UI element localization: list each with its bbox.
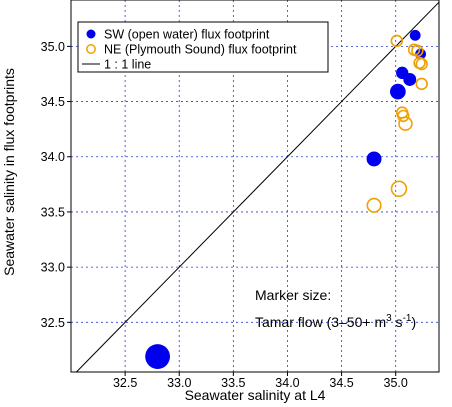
ne-footprint-point: [415, 77, 428, 91]
y-axis-ticks: 32.5 33.0 33.5 34.0 34.5 35.0: [41, 40, 71, 330]
legend: SW (open water) flux footprint NE (Plymo…: [77, 21, 329, 73]
ne-footprint-point: [390, 34, 404, 48]
ne-footprint-point: [398, 116, 413, 131]
legend-marker-sw: [86, 29, 96, 39]
x-tick-label: 34.0: [275, 376, 299, 390]
data-points: [145, 29, 428, 369]
annotation-line-1: Marker size:: [255, 287, 331, 303]
x-tick-label: 35.0: [384, 376, 408, 390]
y-tick-label: 35.0: [41, 40, 65, 54]
legend-label-sw: SW (open water) flux footprint: [104, 28, 270, 42]
x-axis-title: Seawater salinity at L4: [185, 387, 326, 403]
y-tick-label: 32.5: [41, 316, 65, 330]
one-to-one-line-group: [76, 1, 440, 373]
annotation-mid: s: [392, 314, 403, 330]
y-tick-label: 34.0: [41, 150, 65, 164]
y-axis-title: Seawater salinity in flux footprints: [1, 68, 17, 276]
marker-size-annotation: Marker size: Tamar flow (3–50+ m3 s-1): [255, 287, 416, 330]
one-to-one-line: [76, 1, 440, 373]
annotation-suffix: ): [411, 314, 416, 330]
ne-footprint-point: [397, 109, 410, 123]
sw-footprint-point: [366, 151, 382, 167]
y-tick-label: 33.5: [41, 205, 65, 219]
plot-frame: [70, 0, 440, 373]
x-tick-label: 32.5: [113, 376, 137, 390]
x-tick-label: 33.0: [167, 376, 191, 390]
sw-footprint-point: [409, 29, 421, 41]
legend-box: [77, 21, 329, 73]
y-tick-label: 33.0: [41, 261, 65, 275]
x-axis-ticks: 32.5 33.0 33.5 34.0 34.5 35.0: [113, 372, 408, 390]
annotation-line-2: Tamar flow (3–50+ m3 s-1): [255, 313, 416, 330]
sw-footprint-point: [145, 344, 170, 369]
ne-footprint-point: [415, 57, 428, 71]
y-tick-label: 34.5: [41, 95, 65, 109]
x-tick-label: 33.5: [221, 376, 245, 390]
ne-footprint-point: [411, 44, 424, 57]
ne-footprint-point: [366, 197, 382, 213]
annotation-sup-3: 3: [386, 313, 392, 324]
sw-footprint-point: [390, 83, 406, 100]
ne-footprint-point: [390, 180, 408, 198]
x-tick-label: 34.5: [329, 376, 353, 390]
legend-label-1to1: 1 : 1 line: [104, 58, 151, 72]
legend-label-ne: NE (Plymouth Sound) flux footprint: [104, 43, 297, 57]
annotation-prefix: Tamar flow (3–50+ m: [255, 314, 386, 330]
annotation-sup-minus1: -1: [403, 313, 412, 324]
legend-marker-ne: [86, 44, 96, 54]
sw-footprint-point: [403, 73, 417, 86]
